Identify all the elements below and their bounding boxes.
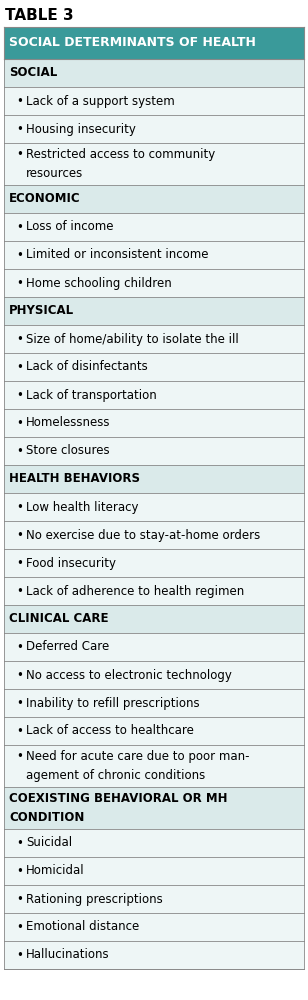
Text: •: • <box>16 388 23 401</box>
Bar <box>4 27 304 59</box>
Text: Lack of disinfectants: Lack of disinfectants <box>26 360 148 373</box>
Bar <box>4 605 304 633</box>
Bar <box>4 941 304 969</box>
Text: •: • <box>16 416 23 430</box>
Bar <box>4 661 304 689</box>
Text: Food insecurity: Food insecurity <box>26 556 116 570</box>
Text: Limited or inconsistent income: Limited or inconsistent income <box>26 248 209 261</box>
Bar <box>4 143 304 185</box>
Text: •: • <box>16 668 23 682</box>
Text: •: • <box>16 148 23 161</box>
Text: Lack of a support system: Lack of a support system <box>26 95 175 107</box>
Text: Housing insecurity: Housing insecurity <box>26 122 136 135</box>
Bar <box>4 577 304 605</box>
Bar <box>4 493 304 521</box>
Text: •: • <box>16 864 23 878</box>
Text: •: • <box>16 836 23 850</box>
Text: Deferred Care: Deferred Care <box>26 641 109 654</box>
Text: •: • <box>16 696 23 710</box>
Bar <box>4 185 304 213</box>
Text: Rationing prescriptions: Rationing prescriptions <box>26 892 163 906</box>
Bar <box>4 913 304 941</box>
Text: CLINICAL CARE: CLINICAL CARE <box>9 612 108 626</box>
Text: PHYSICAL: PHYSICAL <box>9 304 74 318</box>
Text: •: • <box>16 444 23 458</box>
Text: •: • <box>16 360 23 373</box>
Bar <box>4 717 304 745</box>
Text: resources: resources <box>26 167 83 180</box>
Text: TABLE 3: TABLE 3 <box>5 7 74 22</box>
Text: •: • <box>16 724 23 738</box>
Bar <box>4 885 304 913</box>
Text: Lack of access to healthcare: Lack of access to healthcare <box>26 724 194 738</box>
Text: •: • <box>16 276 23 290</box>
Bar <box>4 241 304 269</box>
Bar <box>4 549 304 577</box>
Text: agement of chronic conditions: agement of chronic conditions <box>26 769 205 782</box>
Text: •: • <box>16 556 23 570</box>
Text: Hallucinations: Hallucinations <box>26 948 110 962</box>
Text: Lack of transportation: Lack of transportation <box>26 388 157 401</box>
Text: Homicidal: Homicidal <box>26 864 85 878</box>
Bar <box>4 381 304 409</box>
Text: •: • <box>16 948 23 962</box>
Text: Low health literacy: Low health literacy <box>26 500 139 514</box>
Bar <box>4 325 304 353</box>
Bar <box>4 59 304 87</box>
Text: Suicidal: Suicidal <box>26 836 72 850</box>
Text: •: • <box>16 892 23 906</box>
Text: Size of home/ability to isolate the ill: Size of home/ability to isolate the ill <box>26 332 239 346</box>
Text: Homelessness: Homelessness <box>26 416 111 430</box>
Text: No access to electronic technology: No access to electronic technology <box>26 668 232 682</box>
Bar <box>4 297 304 325</box>
Text: COEXISTING BEHAVIORAL OR MH: COEXISTING BEHAVIORAL OR MH <box>9 792 228 805</box>
Bar <box>4 521 304 549</box>
Text: ECONOMIC: ECONOMIC <box>9 192 81 206</box>
Bar <box>4 213 304 241</box>
Text: Inability to refill prescriptions: Inability to refill prescriptions <box>26 696 200 710</box>
Bar <box>4 689 304 717</box>
Bar <box>4 437 304 465</box>
Text: •: • <box>16 584 23 597</box>
Bar <box>4 787 304 829</box>
Text: •: • <box>16 95 23 107</box>
Bar <box>4 353 304 381</box>
Text: •: • <box>16 528 23 542</box>
Text: •: • <box>16 122 23 135</box>
Text: •: • <box>16 500 23 514</box>
Text: Lack of adherence to health regimen: Lack of adherence to health regimen <box>26 584 244 597</box>
Text: •: • <box>16 920 23 934</box>
Bar <box>4 465 304 493</box>
Text: SOCIAL DETERMINANTS OF HEALTH: SOCIAL DETERMINANTS OF HEALTH <box>9 36 256 49</box>
Bar <box>4 269 304 297</box>
Text: No exercise due to stay-at-home orders: No exercise due to stay-at-home orders <box>26 528 260 542</box>
Text: HEALTH BEHAVIORS: HEALTH BEHAVIORS <box>9 473 140 486</box>
Text: Home schooling children: Home schooling children <box>26 276 172 290</box>
Bar <box>4 633 304 661</box>
Bar <box>4 829 304 857</box>
Text: Restricted access to community: Restricted access to community <box>26 148 215 161</box>
Text: Emotional distance: Emotional distance <box>26 920 139 934</box>
Text: •: • <box>16 641 23 654</box>
Bar <box>4 115 304 143</box>
Text: Store closures: Store closures <box>26 444 110 458</box>
Text: •: • <box>16 221 23 233</box>
Bar <box>4 409 304 437</box>
Bar <box>4 857 304 885</box>
Bar <box>4 745 304 787</box>
Text: SOCIAL: SOCIAL <box>9 66 57 80</box>
Text: Need for acute care due to poor man-: Need for acute care due to poor man- <box>26 750 249 763</box>
Text: •: • <box>16 248 23 261</box>
Bar <box>4 87 304 115</box>
Text: •: • <box>16 332 23 346</box>
Text: CONDITION: CONDITION <box>9 811 84 824</box>
Text: •: • <box>16 750 23 763</box>
Text: Loss of income: Loss of income <box>26 221 114 233</box>
